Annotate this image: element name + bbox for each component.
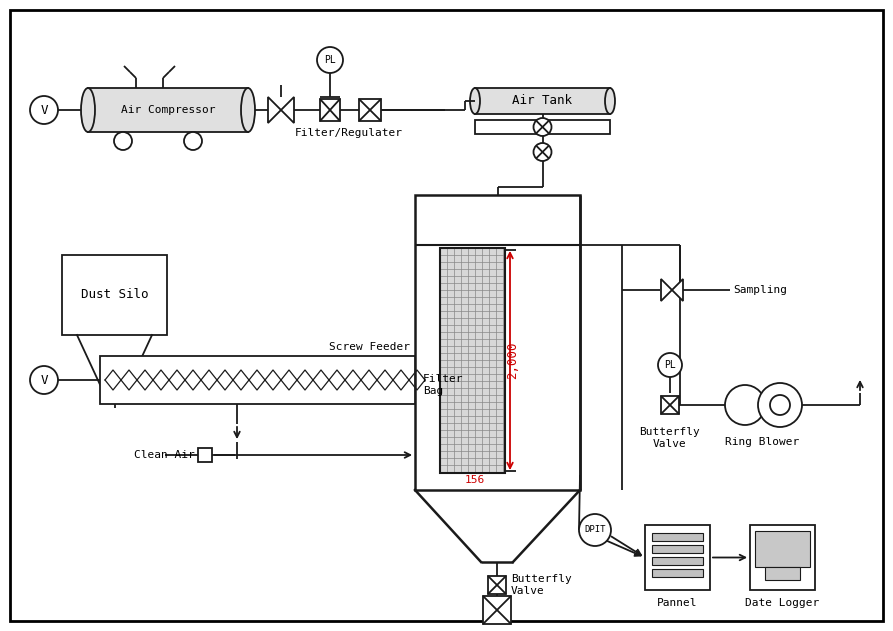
Text: Date Logger: Date Logger bbox=[746, 598, 820, 608]
Text: Air Tank: Air Tank bbox=[513, 95, 572, 107]
Bar bbox=[88, 88, 248, 132]
Bar bbox=[100, 356, 415, 404]
Text: V: V bbox=[40, 103, 47, 117]
Ellipse shape bbox=[605, 88, 615, 114]
Text: Filter/Regulater: Filter/Regulater bbox=[295, 128, 403, 138]
Bar bbox=[475, 88, 610, 114]
Circle shape bbox=[533, 143, 552, 161]
Bar bbox=[359, 99, 381, 121]
Bar bbox=[198, 448, 212, 462]
Ellipse shape bbox=[241, 88, 255, 132]
Circle shape bbox=[579, 514, 611, 546]
Bar bbox=[440, 248, 505, 473]
Text: Filter
Bag: Filter Bag bbox=[423, 374, 463, 396]
Text: DPIT: DPIT bbox=[584, 526, 605, 534]
Text: Clean Air: Clean Air bbox=[134, 450, 195, 460]
Polygon shape bbox=[281, 97, 294, 123]
Bar bbox=[483, 596, 511, 624]
Bar bbox=[645, 525, 710, 590]
Bar bbox=[765, 567, 800, 581]
Polygon shape bbox=[268, 97, 281, 123]
Bar bbox=[62, 255, 167, 335]
Circle shape bbox=[658, 353, 682, 377]
Bar bbox=[652, 569, 703, 577]
Text: PL: PL bbox=[324, 55, 336, 65]
Text: Air Compressor: Air Compressor bbox=[121, 105, 215, 115]
Bar bbox=[320, 99, 340, 121]
Bar bbox=[661, 396, 679, 414]
Bar bbox=[652, 533, 703, 541]
Circle shape bbox=[114, 132, 132, 150]
Circle shape bbox=[30, 96, 58, 124]
Bar bbox=[750, 525, 815, 590]
Circle shape bbox=[184, 132, 202, 150]
Text: PL: PL bbox=[664, 360, 676, 370]
Ellipse shape bbox=[81, 88, 95, 132]
Bar bbox=[440, 248, 505, 473]
Polygon shape bbox=[661, 279, 672, 301]
Bar bbox=[652, 557, 703, 565]
Circle shape bbox=[533, 118, 552, 136]
Bar bbox=[415, 195, 580, 490]
Text: Ring Blower: Ring Blower bbox=[725, 437, 799, 447]
Text: Screw Feeder: Screw Feeder bbox=[329, 342, 410, 352]
Text: Pannel: Pannel bbox=[657, 598, 697, 608]
Text: Butterfly
Valve: Butterfly Valve bbox=[639, 427, 700, 449]
Bar bbox=[755, 531, 810, 567]
Polygon shape bbox=[672, 279, 683, 301]
Text: Sampling: Sampling bbox=[733, 285, 787, 295]
Circle shape bbox=[30, 366, 58, 394]
Circle shape bbox=[725, 385, 765, 425]
Ellipse shape bbox=[470, 88, 480, 114]
Text: Dust Silo: Dust Silo bbox=[80, 288, 148, 302]
Circle shape bbox=[317, 47, 343, 73]
Bar bbox=[475, 120, 610, 134]
Text: 2,000: 2,000 bbox=[506, 342, 520, 379]
Bar bbox=[652, 545, 703, 553]
Circle shape bbox=[770, 395, 790, 415]
Text: Butterfly
Valve: Butterfly Valve bbox=[511, 574, 572, 596]
Bar bbox=[488, 576, 506, 594]
Circle shape bbox=[758, 383, 802, 427]
Text: V: V bbox=[40, 374, 47, 387]
Text: 156: 156 bbox=[464, 475, 485, 485]
